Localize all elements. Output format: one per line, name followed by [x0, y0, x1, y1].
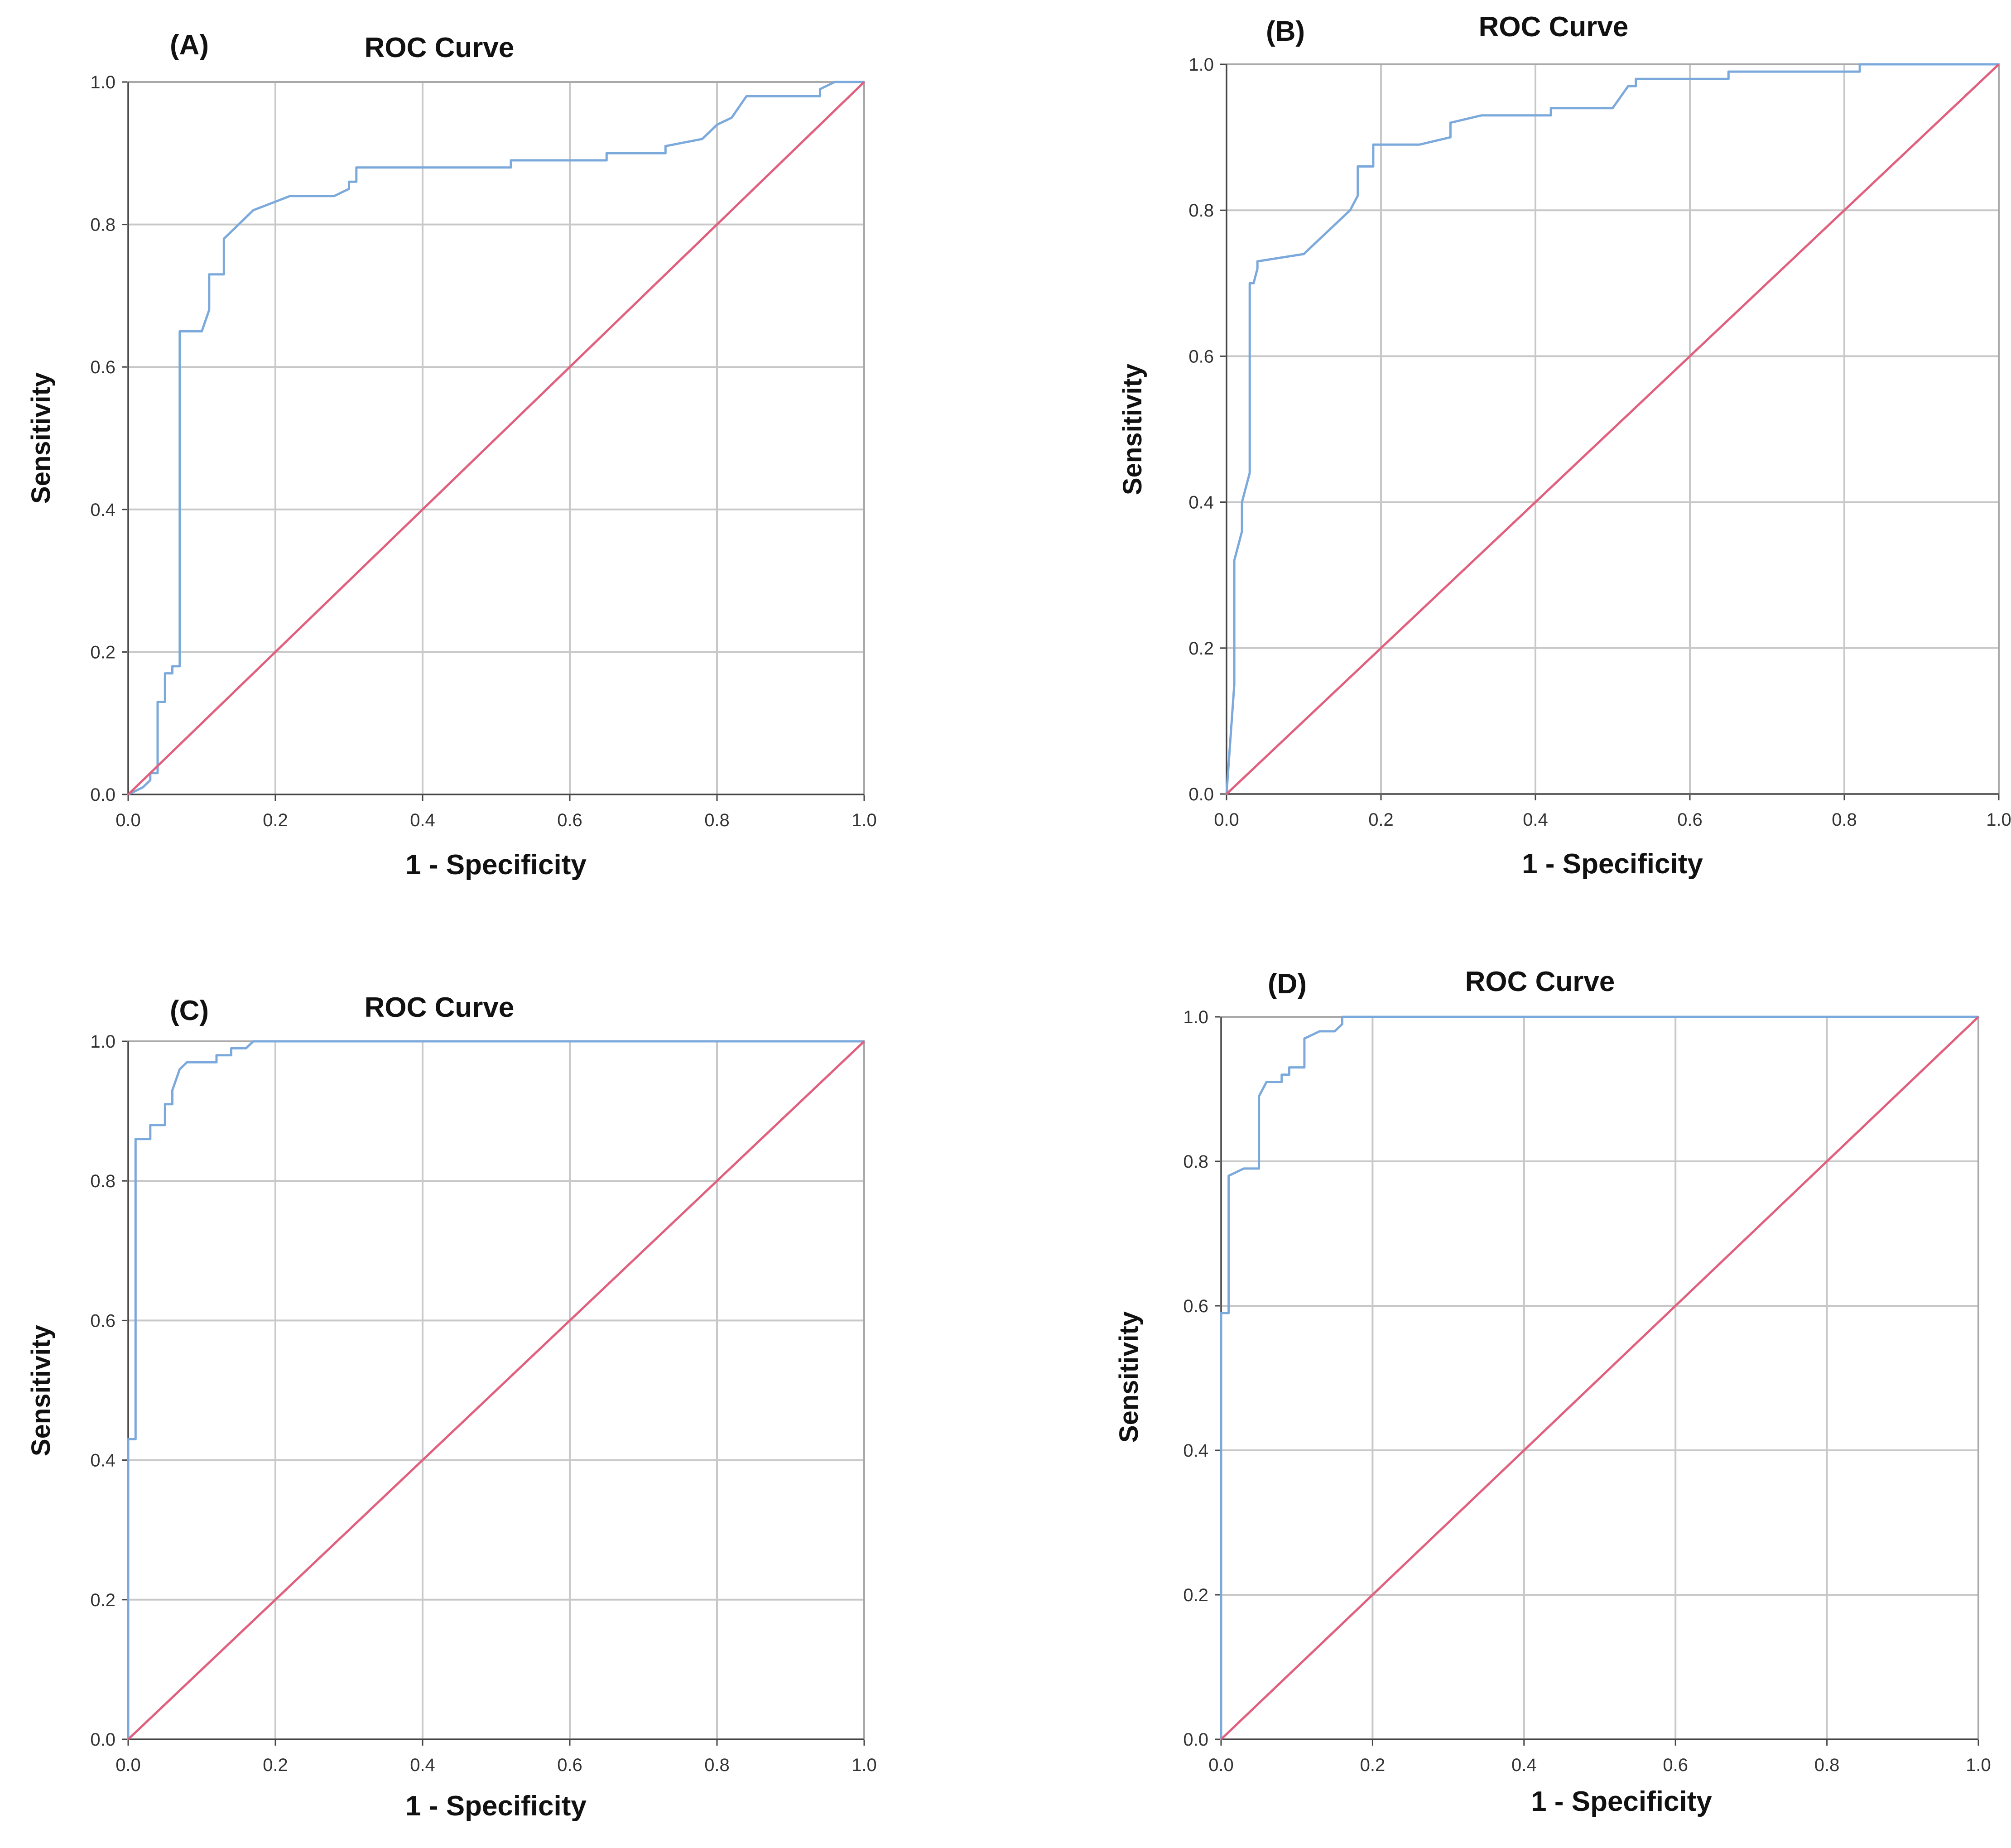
x-axis-title: 1 - Specificity — [1522, 848, 1703, 880]
x-tick-label: 0.2 — [1360, 1755, 1386, 1775]
x-tick-label: 0.0 — [115, 810, 141, 830]
x-axis-title: 1 - Specificity — [405, 849, 587, 881]
y-tick-label: 0.4 — [90, 500, 115, 520]
panel-label: (D) — [1268, 968, 1307, 1000]
roc-curve-line — [1220, 1015, 1978, 1739]
y-tick-label: 0.8 — [90, 215, 115, 235]
y-tick-label: 1.0 — [90, 72, 115, 92]
x-tick-label: 0.4 — [1523, 810, 1548, 830]
x-tick-label: 0.0 — [1214, 810, 1239, 830]
x-tick-label: 0.0 — [1208, 1755, 1234, 1775]
y-axis-title: Sensitivity — [26, 1325, 56, 1456]
x-tick-label: 0.4 — [1511, 1755, 1537, 1775]
chart-title: ROC Curve — [365, 992, 515, 1023]
x-tick-label: 1.0 — [1966, 1755, 1991, 1775]
x-tick-label: 1.0 — [1986, 810, 2011, 830]
x-tick-label: 0.4 — [410, 810, 435, 830]
roc-curve-line — [127, 81, 864, 796]
y-tick-label: 0.0 — [1188, 784, 1214, 804]
x-tick-label: 0.8 — [704, 1755, 730, 1775]
y-tick-label: 1.0 — [1183, 1007, 1208, 1027]
x-tick-label: 0.8 — [1832, 810, 1857, 830]
reference-line — [127, 1040, 865, 1740]
panel-label: (C) — [170, 995, 209, 1026]
y-tick-label: 0.4 — [90, 1451, 115, 1471]
x-tick-label: 0.6 — [1663, 1755, 1688, 1775]
x-tick-label: 1.0 — [852, 810, 877, 830]
y-axis-title: Sensitivity — [26, 372, 56, 504]
y-tick-label: 0.6 — [90, 357, 115, 377]
x-tick-label: 0.8 — [1814, 1755, 1840, 1775]
y-tick-label: 0.4 — [1188, 493, 1214, 513]
y-tick-label: 0.2 — [1183, 1585, 1208, 1605]
y-tick-label: 0.8 — [90, 1171, 115, 1191]
reference-line — [1226, 63, 2000, 795]
x-tick-label: 0.2 — [1368, 810, 1394, 830]
panel-label: (A) — [170, 29, 209, 61]
x-tick-label: 0.2 — [263, 1755, 288, 1775]
roc-panel-c: 0.0 0.2 0.4 0.6 0.8 1.0 0.0 0.2 0.4 0.6 0.8 1.0 (C) R… — [26, 992, 877, 1822]
y-tick-label: 1.0 — [1188, 55, 1214, 75]
y-tick-label: 0.2 — [90, 1590, 115, 1610]
y-tick-label: 1.0 — [90, 1032, 115, 1052]
x-tick-label: 0.6 — [557, 1755, 582, 1775]
x-tick-label: 0.2 — [263, 810, 288, 830]
chart-title: ROC Curve — [365, 32, 515, 63]
reference-line — [127, 81, 865, 795]
x-tick-label: 1.0 — [852, 1755, 877, 1775]
chart-title: ROC Curve — [1465, 966, 1615, 997]
y-tick-label: 0.6 — [1183, 1296, 1208, 1316]
roc-panel-d: 0.0 0.2 0.4 0.6 0.8 1.0 0.0 0.2 0.4 0.6 0.8 1.0 (D) R… — [1114, 966, 1991, 1817]
reference-line — [1220, 1016, 1979, 1740]
y-tick-label: 0.2 — [1188, 639, 1214, 659]
y-tick-label: 0.8 — [1188, 201, 1214, 221]
roc-curve-line — [1225, 63, 1999, 794]
y-tick-label: 0.8 — [1183, 1152, 1208, 1172]
chart-title: ROC Curve — [1479, 11, 1629, 43]
x-axis-title: 1 - Specificity — [405, 1790, 587, 1822]
y-tick-label: 0.4 — [1183, 1441, 1208, 1461]
y-tick-label: 0.0 — [90, 1730, 115, 1750]
roc-panel-b: 0.0 0.2 0.4 0.6 0.8 1.0 0.0 0.2 0.4 0.6 0.8 1.0 (B) R… — [1118, 11, 2011, 880]
x-tick-label: 0.6 — [557, 810, 582, 830]
y-axis-title: Sensitivity — [1114, 1311, 1144, 1443]
y-tick-label: 0.0 — [90, 785, 115, 805]
x-tick-label: 0.0 — [115, 1755, 141, 1775]
roc-panel-a: 0.0 0.2 0.4 0.6 0.8 1.0 0.0 0.2 0.4 0.6 0.8 1.0 (A) R… — [26, 29, 877, 881]
y-tick-label: 0.6 — [1188, 346, 1214, 366]
y-tick-label: 0.0 — [1183, 1730, 1208, 1750]
y-axis-title: Sensitivity — [1118, 364, 1147, 495]
x-tick-label: 0.4 — [410, 1755, 435, 1775]
panel-label: (B) — [1266, 16, 1305, 47]
roc-curve-line — [127, 1040, 864, 1739]
x-tick-label: 0.6 — [1677, 810, 1703, 830]
y-tick-label: 0.6 — [90, 1311, 115, 1331]
x-tick-label: 0.8 — [704, 810, 730, 830]
y-tick-label: 0.2 — [90, 642, 115, 662]
x-axis-title: 1 - Specificity — [1531, 1786, 1712, 1817]
